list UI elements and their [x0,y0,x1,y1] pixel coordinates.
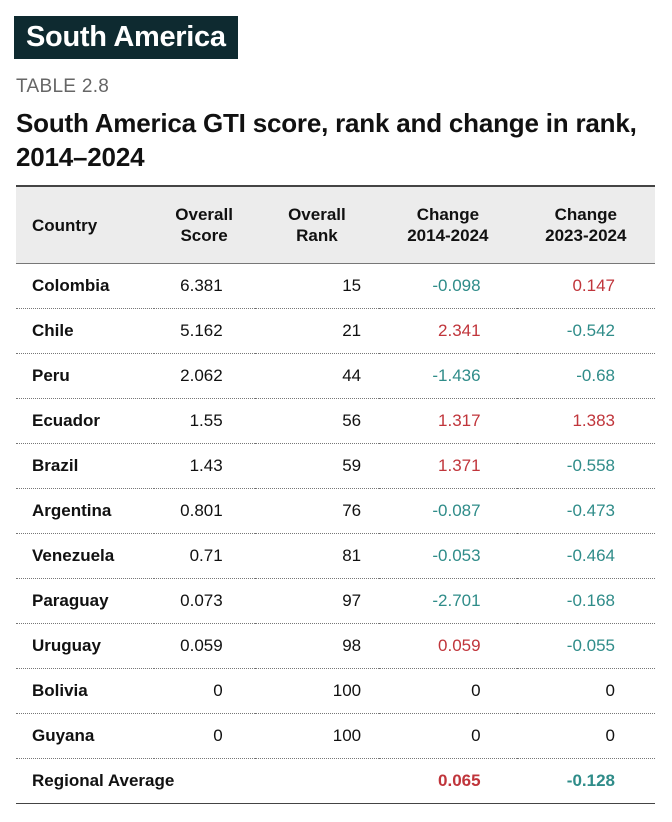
col-change-2023-line2: 2023-2024 [545,226,627,245]
col-change-2023-header: Change 2023-2024 [516,185,655,264]
score-cell: 0.71 [153,533,255,579]
rank-cell: 59 [254,443,380,489]
score-cell: 0.059 [153,623,255,669]
table-number: TABLE 2.8 [16,76,110,97]
score-cell: 5.162 [153,308,255,354]
col-score-line1: Overall [175,205,233,224]
country-cell: Uruguay [16,623,154,669]
score-cell: 0 [153,713,255,759]
table-body: Colombia 6.381 15 -0.098 0.147 Chile 5.1… [16,263,655,804]
col-change-2014-line1: Change [416,205,480,224]
change-2023-2024-cell: -0.055 [516,623,655,669]
col-country-label: Country [32,215,98,235]
col-change-2023-line1: Change [554,205,617,224]
table-row: Ecuador 1.55 56 1.317 1.383 [16,398,655,444]
change-2023-2024-cell: -0.68 [516,353,655,399]
col-score-line2: Score [180,226,228,245]
regional-average-change-2014-2024: 0.065 [379,758,517,804]
rank-cell: 100 [254,668,380,714]
country-cell: Bolivia [16,668,154,714]
rank-cell: 76 [254,488,380,534]
country-cell: Chile [16,308,154,354]
score-cell: 6.381 [153,263,255,309]
col-change-2014-line2: 2014-2024 [407,226,489,245]
region-badge: South America [14,16,238,59]
regional-average-change-2023-2024: -0.128 [516,758,655,804]
rank-cell: 56 [254,398,380,444]
rank-cell: 21 [254,308,380,354]
change-2014-2024-cell: 2.341 [379,308,517,354]
table-row: Venezuela 0.71 81 -0.053 -0.464 [16,533,655,579]
rank-cell: 97 [254,578,380,624]
change-2014-2024-cell: -0.087 [379,488,517,534]
col-rank-line2: Rank [296,226,338,245]
change-2014-2024-cell: 1.317 [379,398,517,444]
change-2014-2024-cell: 0 [379,668,517,714]
rank-cell: 81 [254,533,380,579]
change-2014-2024-cell: 1.371 [379,443,517,489]
score-cell: 1.43 [153,443,255,489]
country-cell: Paraguay [16,578,154,624]
table-header: Country Overall Score Overall Rank Change 2… [16,185,655,264]
col-country-header: Country [16,185,154,264]
table-row: Brazil 1.43 59 1.371 -0.558 [16,443,655,489]
table-row: Chile 5.162 21 2.341 -0.542 [16,308,655,354]
rank-cell: 98 [254,623,380,669]
country-cell: Guyana [16,713,154,759]
change-2014-2024-cell: -0.098 [379,263,517,309]
rank-cell: 44 [254,353,380,399]
change-2023-2024-cell: 1.383 [516,398,655,444]
change-2023-2024-cell: 0 [516,668,655,714]
country-cell: Peru [16,353,154,399]
change-2014-2024-cell: -2.701 [379,578,517,624]
score-cell: 0.073 [153,578,255,624]
country-cell: Ecuador [16,398,154,444]
table-row: Argentina 0.801 76 -0.087 -0.473 [16,488,655,534]
table-row: Bolivia 0 100 0 0 [16,668,655,714]
rank-cell: 15 [254,263,380,309]
score-cell: 0 [153,668,255,714]
header-row: Country Overall Score Overall Rank Change 2… [16,185,655,264]
table-title: South America GTI score, rank and change… [16,108,637,172]
table-row: Paraguay 0.073 97 -2.701 -0.168 [16,578,655,624]
table-row: Colombia 6.381 15 -0.098 0.147 [16,263,655,309]
col-rank-line1: Overall [288,205,346,224]
score-cell: 0.801 [153,488,255,534]
country-cell: Colombia [16,263,154,309]
country-cell: Argentina [16,488,154,534]
change-2023-2024-cell: -0.473 [516,488,655,534]
change-2023-2024-cell: -0.168 [516,578,655,624]
change-2023-2024-cell: -0.542 [516,308,655,354]
country-cell: Brazil [16,443,154,489]
score-cell: 2.062 [153,353,255,399]
gti-table: Country Overall Score Overall Rank Change 2… [16,185,655,804]
change-2023-2024-cell: -0.464 [516,533,655,579]
table-row: Uruguay 0.059 98 0.059 -0.055 [16,623,655,669]
score-cell: 1.55 [153,398,255,444]
change-2023-2024-cell: 0 [516,713,655,759]
table-row: Peru 2.062 44 -1.436 -0.68 [16,353,655,399]
change-2014-2024-cell: 0 [379,713,517,759]
regional-average-row: Regional Average 0.065 -0.128 [16,758,655,804]
change-2014-2024-cell: -0.053 [379,533,517,579]
change-2014-2024-cell: 0.059 [379,623,517,669]
col-score-header: Overall Score [153,185,255,264]
change-2023-2024-cell: 0.147 [516,263,655,309]
change-2014-2024-cell: -1.436 [379,353,517,399]
change-2023-2024-cell: -0.558 [516,443,655,489]
col-change-2014-header: Change 2014-2024 [379,185,517,264]
col-rank-header: Overall Rank [254,185,380,264]
country-cell: Venezuela [16,533,154,579]
rank-cell: 100 [254,713,380,759]
table-row: Guyana 0 100 0 0 [16,713,655,759]
regional-average-label: Regional Average [16,758,380,804]
